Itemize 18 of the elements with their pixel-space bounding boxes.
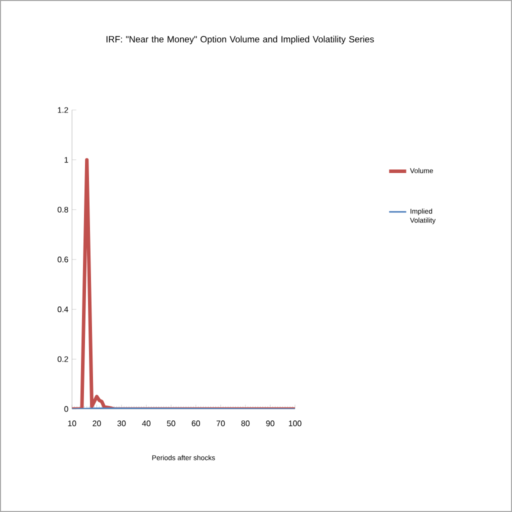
y-tick-label: 0.6 xyxy=(58,256,68,262)
y-tick-label: 1.2 xyxy=(58,107,68,113)
x-tick-label: 80 xyxy=(241,420,250,426)
x-tick-label: 40 xyxy=(142,420,150,426)
x-tick-label: 70 xyxy=(216,420,225,426)
x-tick-label: 20 xyxy=(92,420,101,426)
y-tick-label: 0.4 xyxy=(58,306,68,312)
x-tick-label: 30 xyxy=(117,420,126,426)
x-tick-label: 60 xyxy=(192,420,200,426)
y-tick-label: 0.2 xyxy=(58,356,68,362)
x-tick-label: 50 xyxy=(166,420,176,426)
x-tick-label: 90 xyxy=(266,420,274,426)
y-tick-label: 1 xyxy=(64,157,68,163)
x-tick-label: 10 xyxy=(68,420,76,426)
x-tick-label: 100 xyxy=(288,420,302,426)
y-tick-label: 0 xyxy=(64,406,68,412)
chart-title: IRF: "Near the Money" Option Volume and Implied Volatility Series xyxy=(106,36,374,44)
y-tick-label: 0.8 xyxy=(58,206,68,212)
